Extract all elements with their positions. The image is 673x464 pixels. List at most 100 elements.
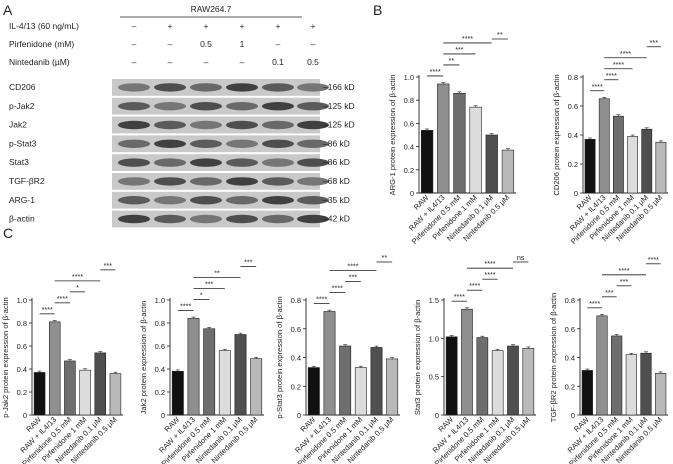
significance-label: *: [200, 290, 203, 299]
blot-band: [226, 139, 258, 148]
blot-band: [297, 177, 329, 186]
significance-label: ****: [592, 82, 603, 91]
treatment-value: +: [204, 21, 209, 31]
treatment-value: –: [168, 57, 173, 67]
panel-letter-c: C: [3, 225, 13, 241]
significance-label: ****: [648, 255, 659, 264]
significance-label: ****: [454, 292, 465, 301]
blot-band: [262, 214, 294, 224]
y-tick-label: 0.8: [291, 296, 301, 305]
bar: [109, 373, 122, 416]
blot-band: [297, 83, 329, 92]
band-protein-label: ARG-1: [9, 195, 35, 205]
blot-band: [154, 177, 186, 186]
bar: [491, 350, 504, 416]
bar: [625, 354, 637, 416]
band-protein-label: Stat3: [9, 157, 29, 167]
blot-band: [190, 214, 222, 224]
band-size-label: –86 kD: [323, 138, 350, 148]
y-tick-label: 0: [297, 411, 301, 420]
blot-band: [297, 120, 329, 130]
bar: [420, 130, 434, 194]
bar: [598, 98, 610, 194]
band-protein-label: TGF-βR2: [9, 176, 45, 186]
blot-band: [190, 177, 222, 186]
blot-band: [262, 102, 294, 111]
treatment-value: 0.5: [307, 57, 319, 67]
bar: [627, 136, 638, 194]
significance-label: ****: [484, 259, 495, 268]
blot-band: [118, 83, 150, 92]
significance-label: ****: [618, 266, 629, 275]
y-tick-label: 0: [435, 411, 439, 420]
bar-chart: 0 0.5 1.0 1.5 Stat3 protein expression of β-…: [413, 253, 536, 464]
cell-line-label: RAW264.7: [191, 4, 232, 14]
significance-label: ***: [205, 279, 214, 288]
treatment-value: –: [240, 57, 245, 67]
bar: [485, 134, 498, 194]
blot-band: [190, 158, 222, 167]
bar-chart: 0 0.2 0.4 0.6 0.8 TGF-βR2 protein expression …: [549, 255, 668, 464]
bar: [94, 352, 107, 416]
y-tick-label: 0: [410, 189, 414, 198]
panel-letter-a: A: [3, 2, 13, 18]
treatment-value: 0.5: [200, 39, 212, 49]
y-axis-label: TGF-βR2 protein expression of β-actin: [549, 293, 558, 422]
treatment-value: –: [204, 57, 209, 67]
y-tick-label: 0: [23, 411, 27, 420]
significance-label: ns: [517, 253, 525, 262]
significance-label: ****: [462, 34, 473, 43]
bar: [187, 318, 200, 416]
bar: [323, 311, 336, 416]
bar: [596, 315, 608, 416]
y-tick-label: 0.2: [17, 388, 27, 397]
significance-label: ****: [469, 281, 480, 290]
bar: [613, 115, 624, 194]
significance-label: ****: [589, 299, 600, 308]
band-size-label: –35 kD: [323, 195, 350, 205]
y-axis-label: CD206 protein expression of β-actin: [552, 74, 561, 195]
blot-band: [262, 177, 294, 186]
y-tick-label: 1.0: [155, 296, 165, 305]
band-protein-label: CD206: [9, 82, 36, 92]
bar: [461, 308, 473, 416]
significance-label: **: [497, 30, 503, 39]
blot-band: [297, 102, 329, 111]
treatment-value: –: [132, 39, 137, 49]
bar: [522, 347, 535, 416]
blot-band: [297, 139, 329, 148]
significance-label: **: [449, 56, 455, 65]
blot-band: [262, 196, 294, 205]
y-tick-label: 0.2: [565, 382, 575, 391]
bar: [386, 358, 399, 416]
blot-band: [190, 120, 222, 130]
treatment-value: +: [168, 21, 173, 31]
significance-label: **: [382, 253, 388, 262]
treatment-value: 1: [240, 39, 245, 49]
western-blot-panel: RAW264.7 IL-4/13 (60 ng/mL) – + + + + + Pirfeni…: [9, 4, 355, 228]
band-size-label: –42 kD: [323, 214, 350, 224]
y-axis-label: Jak2 protein expression of β-actin: [139, 301, 148, 415]
bar: [581, 370, 593, 416]
bar: [437, 83, 450, 194]
band-size-label: –68 kD: [323, 176, 350, 186]
blot-band: [190, 196, 222, 205]
blot-band: [190, 102, 222, 111]
bar: [584, 139, 596, 194]
y-tick-label: 0.6: [565, 325, 575, 334]
blot-band: [226, 177, 258, 186]
band-size-label: –86 kD: [323, 157, 350, 167]
significance-label: ****: [180, 301, 191, 310]
y-tick-label: 0.8: [565, 296, 575, 305]
blot-band: [262, 158, 294, 167]
significance-label: ****: [606, 71, 617, 80]
y-tick-label: 0.2: [568, 160, 578, 169]
chart-area: 0 0.2 0.4 0.6 0.8 1.0 ARG-1 protein expression…: [1, 30, 668, 464]
blot-band: [118, 120, 150, 130]
blot-band: [154, 120, 186, 130]
bar-chart: 0 0.2 0.4 0.6 0.8 CD206 protein expression of…: [552, 38, 668, 246]
y-tick-label: 0.6: [291, 325, 301, 334]
y-tick-label: 1.0: [429, 334, 439, 343]
blot-band: [154, 102, 186, 111]
bar-chart: 0 0.2 0.4 0.6 0.8 1.0 Jak2 protein expression …: [139, 257, 264, 464]
